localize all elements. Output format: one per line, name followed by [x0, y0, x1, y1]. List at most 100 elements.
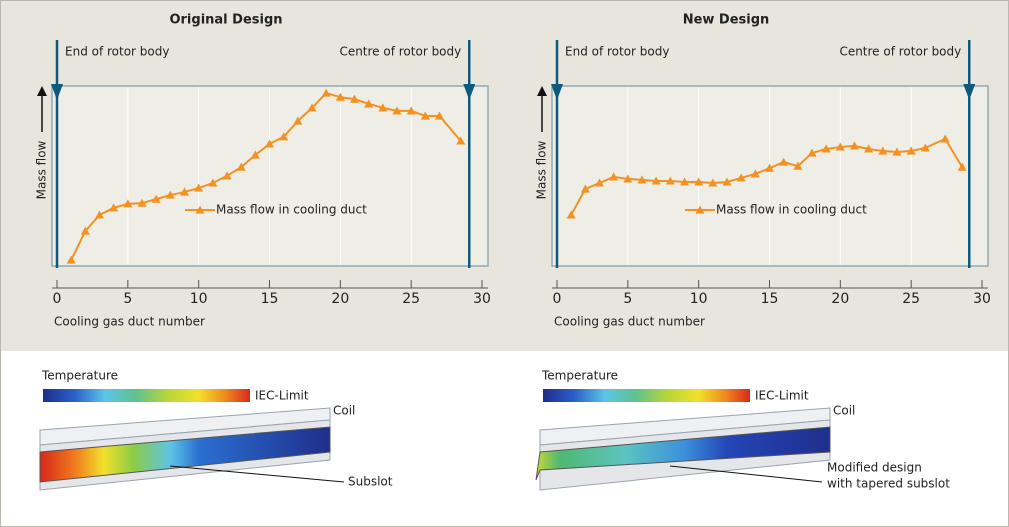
y-arrow-head — [37, 86, 47, 96]
data-point — [208, 178, 218, 187]
leader — [669, 465, 823, 483]
y-axis-label: Mass flow — [535, 140, 549, 199]
coil-label: Coil — [333, 404, 355, 418]
data-point — [623, 174, 633, 183]
data-point — [821, 144, 831, 153]
section-arrow — [551, 84, 563, 100]
data-point — [892, 147, 902, 156]
data-point — [680, 177, 689, 186]
data-point — [364, 99, 374, 108]
data-point — [250, 150, 260, 159]
annotation: End of rotor body — [65, 45, 169, 59]
data-point — [109, 203, 119, 212]
data-point — [665, 176, 675, 185]
data-point — [835, 142, 845, 151]
data-point — [165, 190, 175, 199]
x-tick-label: 0 — [53, 291, 62, 307]
data-point — [765, 163, 774, 172]
chart: New Design 0 5 10 15 20 25 30 Cooling gas duct n… — [535, 13, 991, 329]
y-arrow-head — [537, 86, 547, 96]
data-point — [151, 194, 161, 203]
section-arrow — [963, 84, 976, 100]
slot-label: Modified design — [827, 461, 922, 475]
x-tick-label: 0 — [553, 291, 562, 307]
data-line — [70, 91, 462, 261]
scale-label: Temperature — [41, 369, 118, 383]
leader — [169, 465, 345, 483]
x-tick-label: 30 — [973, 291, 991, 307]
x-tick-label: 15 — [261, 291, 279, 307]
x-tick-label: 5 — [123, 291, 132, 307]
x-tick-label: 25 — [402, 291, 420, 307]
data-point — [95, 210, 104, 219]
data-point — [420, 111, 430, 120]
data-point — [580, 184, 590, 193]
data-point — [66, 255, 76, 264]
legend-label: Mass flow in cooling duct — [716, 203, 867, 217]
data-point — [222, 171, 232, 180]
data-point — [293, 116, 303, 125]
coil-label: Coil — [833, 404, 855, 418]
data-point — [940, 134, 950, 143]
x-tick-label: 20 — [331, 291, 349, 307]
data-point — [957, 162, 967, 171]
x-axis-label: Cooling gas duct number — [554, 315, 705, 329]
data-point — [406, 106, 416, 115]
section-arrow — [51, 84, 63, 100]
data-point — [566, 210, 576, 219]
data-point — [137, 198, 147, 207]
thermal-panel: Temperature IEC-Limit Coil Subslot — [39, 369, 393, 491]
subslot — [39, 426, 331, 483]
data-point — [609, 172, 619, 181]
data-point — [194, 183, 204, 192]
thermal-panel: Temperature IEC-Limit Coil Modified design w… — [535, 369, 950, 491]
color-scale — [43, 389, 250, 402]
section-arrow — [463, 84, 476, 100]
data-line — [570, 137, 964, 216]
chart: Original Design 0 5 10 15 20 25 30 Cooling gas d… — [35, 13, 491, 329]
data-point — [321, 88, 331, 97]
data-point — [920, 143, 930, 152]
data-point — [236, 162, 246, 171]
slot-label: Subslot — [348, 475, 393, 489]
data-point — [435, 111, 444, 120]
legend-label: Mass flow in cooling duct — [216, 203, 367, 217]
data-point — [708, 178, 718, 187]
annotation: End of rotor body — [565, 45, 669, 59]
data-point — [637, 175, 647, 184]
annotation: Centre of rotor body — [339, 45, 461, 59]
data-point — [180, 187, 189, 196]
x-tick-label: 15 — [761, 291, 779, 307]
data-point — [906, 146, 916, 155]
x-tick-label: 30 — [473, 291, 491, 307]
data-point — [750, 169, 760, 178]
y-axis-label: Mass flow — [35, 140, 49, 199]
chart-title: New Design — [683, 13, 770, 28]
x-tick-label: 10 — [190, 291, 208, 307]
data-point — [80, 226, 90, 235]
x-tick-label: 25 — [902, 291, 920, 307]
data-point — [392, 106, 402, 115]
data-point — [850, 141, 859, 150]
data-point — [335, 92, 345, 101]
data-point — [378, 103, 388, 112]
subslot — [535, 426, 831, 481]
x-axis-label: Cooling gas duct number — [54, 315, 205, 329]
x-tick-label: 10 — [690, 291, 708, 307]
charts: Original Design 0 5 10 15 20 25 30 Cooling gas d… — [35, 13, 991, 329]
slot-label: with tapered subslot — [827, 477, 950, 491]
data-point — [736, 173, 746, 182]
data-point — [694, 177, 704, 186]
data-point — [456, 136, 466, 145]
color-scale — [543, 389, 750, 402]
data-point — [265, 139, 274, 148]
data-point — [123, 199, 133, 208]
data-point — [722, 177, 732, 186]
data-point — [307, 103, 317, 112]
data-point — [878, 146, 888, 155]
x-tick-label: 20 — [831, 291, 849, 307]
data-point — [279, 132, 289, 141]
data-point — [350, 94, 359, 103]
x-tick-label: 5 — [623, 291, 632, 307]
